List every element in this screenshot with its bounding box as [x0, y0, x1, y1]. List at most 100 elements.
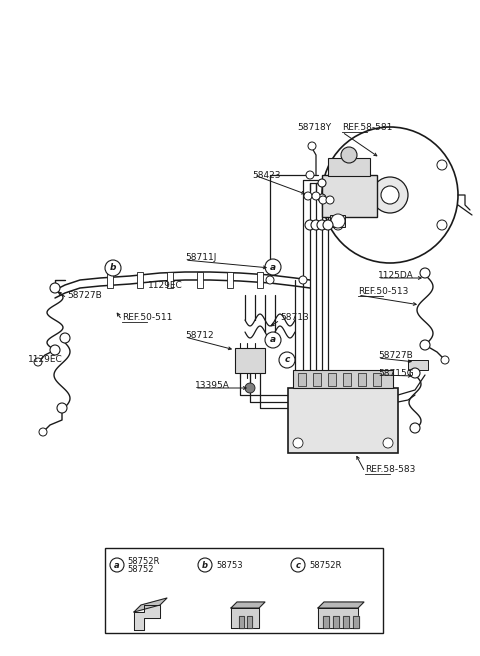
Polygon shape	[134, 605, 160, 630]
Text: 58712: 58712	[185, 331, 214, 340]
Circle shape	[333, 220, 343, 230]
Circle shape	[306, 171, 314, 179]
Text: REF.58-581: REF.58-581	[342, 123, 392, 133]
Circle shape	[308, 142, 316, 150]
Text: a: a	[114, 560, 120, 569]
Polygon shape	[239, 616, 244, 628]
Text: 1129EC: 1129EC	[148, 281, 183, 289]
Circle shape	[105, 260, 121, 276]
FancyBboxPatch shape	[293, 370, 393, 388]
Polygon shape	[333, 616, 339, 628]
Text: a: a	[270, 262, 276, 272]
FancyBboxPatch shape	[137, 272, 143, 288]
Circle shape	[383, 438, 393, 448]
Circle shape	[323, 220, 333, 230]
Text: b: b	[110, 264, 116, 272]
Circle shape	[317, 220, 327, 230]
Circle shape	[319, 196, 327, 204]
Text: 58752R: 58752R	[309, 560, 341, 569]
Text: 1125DA: 1125DA	[378, 270, 414, 279]
Text: 1129EC: 1129EC	[28, 356, 63, 365]
FancyBboxPatch shape	[322, 175, 377, 217]
Text: 58752R: 58752R	[127, 556, 159, 565]
Circle shape	[326, 196, 334, 204]
Circle shape	[437, 160, 447, 170]
Circle shape	[198, 558, 212, 572]
Text: c: c	[296, 560, 300, 569]
Circle shape	[57, 403, 67, 413]
Text: c: c	[284, 356, 290, 365]
Polygon shape	[323, 616, 329, 628]
Polygon shape	[231, 602, 265, 608]
Circle shape	[318, 179, 326, 187]
FancyBboxPatch shape	[328, 373, 336, 386]
Polygon shape	[318, 608, 358, 628]
Polygon shape	[318, 602, 364, 608]
Circle shape	[265, 332, 281, 348]
Circle shape	[381, 186, 399, 204]
Text: 13395A: 13395A	[195, 380, 230, 390]
Circle shape	[305, 220, 315, 230]
Circle shape	[245, 383, 255, 393]
FancyBboxPatch shape	[288, 388, 398, 453]
Circle shape	[441, 356, 449, 364]
Circle shape	[34, 358, 42, 366]
Text: a: a	[270, 335, 276, 344]
FancyBboxPatch shape	[197, 272, 203, 288]
Circle shape	[318, 194, 326, 202]
Circle shape	[410, 368, 420, 378]
FancyBboxPatch shape	[358, 373, 366, 386]
Circle shape	[265, 259, 281, 275]
Circle shape	[50, 345, 60, 355]
Circle shape	[60, 333, 70, 343]
Polygon shape	[134, 598, 167, 612]
Circle shape	[331, 214, 345, 228]
FancyBboxPatch shape	[107, 272, 113, 288]
Text: 58715G: 58715G	[378, 369, 414, 377]
Circle shape	[110, 558, 124, 572]
Polygon shape	[247, 616, 252, 628]
FancyBboxPatch shape	[167, 272, 173, 288]
Circle shape	[311, 220, 321, 230]
Text: 58711J: 58711J	[185, 253, 216, 262]
Circle shape	[420, 268, 430, 278]
FancyBboxPatch shape	[227, 272, 233, 288]
Circle shape	[333, 160, 343, 170]
FancyBboxPatch shape	[330, 215, 345, 227]
FancyBboxPatch shape	[373, 373, 381, 386]
FancyBboxPatch shape	[313, 373, 321, 386]
Circle shape	[312, 192, 320, 200]
FancyBboxPatch shape	[235, 348, 265, 373]
Circle shape	[299, 276, 307, 284]
FancyBboxPatch shape	[343, 373, 351, 386]
Text: 58423: 58423	[252, 171, 280, 180]
Circle shape	[341, 147, 357, 163]
Text: REF.58-583: REF.58-583	[365, 466, 415, 474]
FancyBboxPatch shape	[408, 360, 428, 370]
Circle shape	[420, 340, 430, 350]
Circle shape	[39, 428, 47, 436]
FancyBboxPatch shape	[298, 373, 306, 386]
Text: 58718Y: 58718Y	[297, 123, 331, 133]
Circle shape	[50, 283, 60, 293]
Polygon shape	[231, 608, 259, 628]
Text: REF.50-513: REF.50-513	[358, 287, 408, 297]
Text: 58727B: 58727B	[378, 350, 413, 359]
Polygon shape	[353, 616, 359, 628]
Circle shape	[279, 352, 295, 368]
Circle shape	[266, 276, 274, 284]
Text: b: b	[202, 560, 208, 569]
Circle shape	[293, 438, 303, 448]
FancyBboxPatch shape	[257, 272, 263, 288]
Circle shape	[410, 423, 420, 433]
Text: 58752: 58752	[127, 565, 154, 575]
Text: 58753: 58753	[216, 560, 242, 569]
Circle shape	[437, 220, 447, 230]
Text: 58727B: 58727B	[67, 291, 102, 300]
FancyBboxPatch shape	[105, 548, 383, 633]
Text: REF.50-511: REF.50-511	[122, 314, 172, 323]
FancyBboxPatch shape	[328, 158, 370, 176]
Circle shape	[304, 192, 312, 200]
Text: 58713: 58713	[280, 314, 309, 323]
Polygon shape	[343, 616, 349, 628]
